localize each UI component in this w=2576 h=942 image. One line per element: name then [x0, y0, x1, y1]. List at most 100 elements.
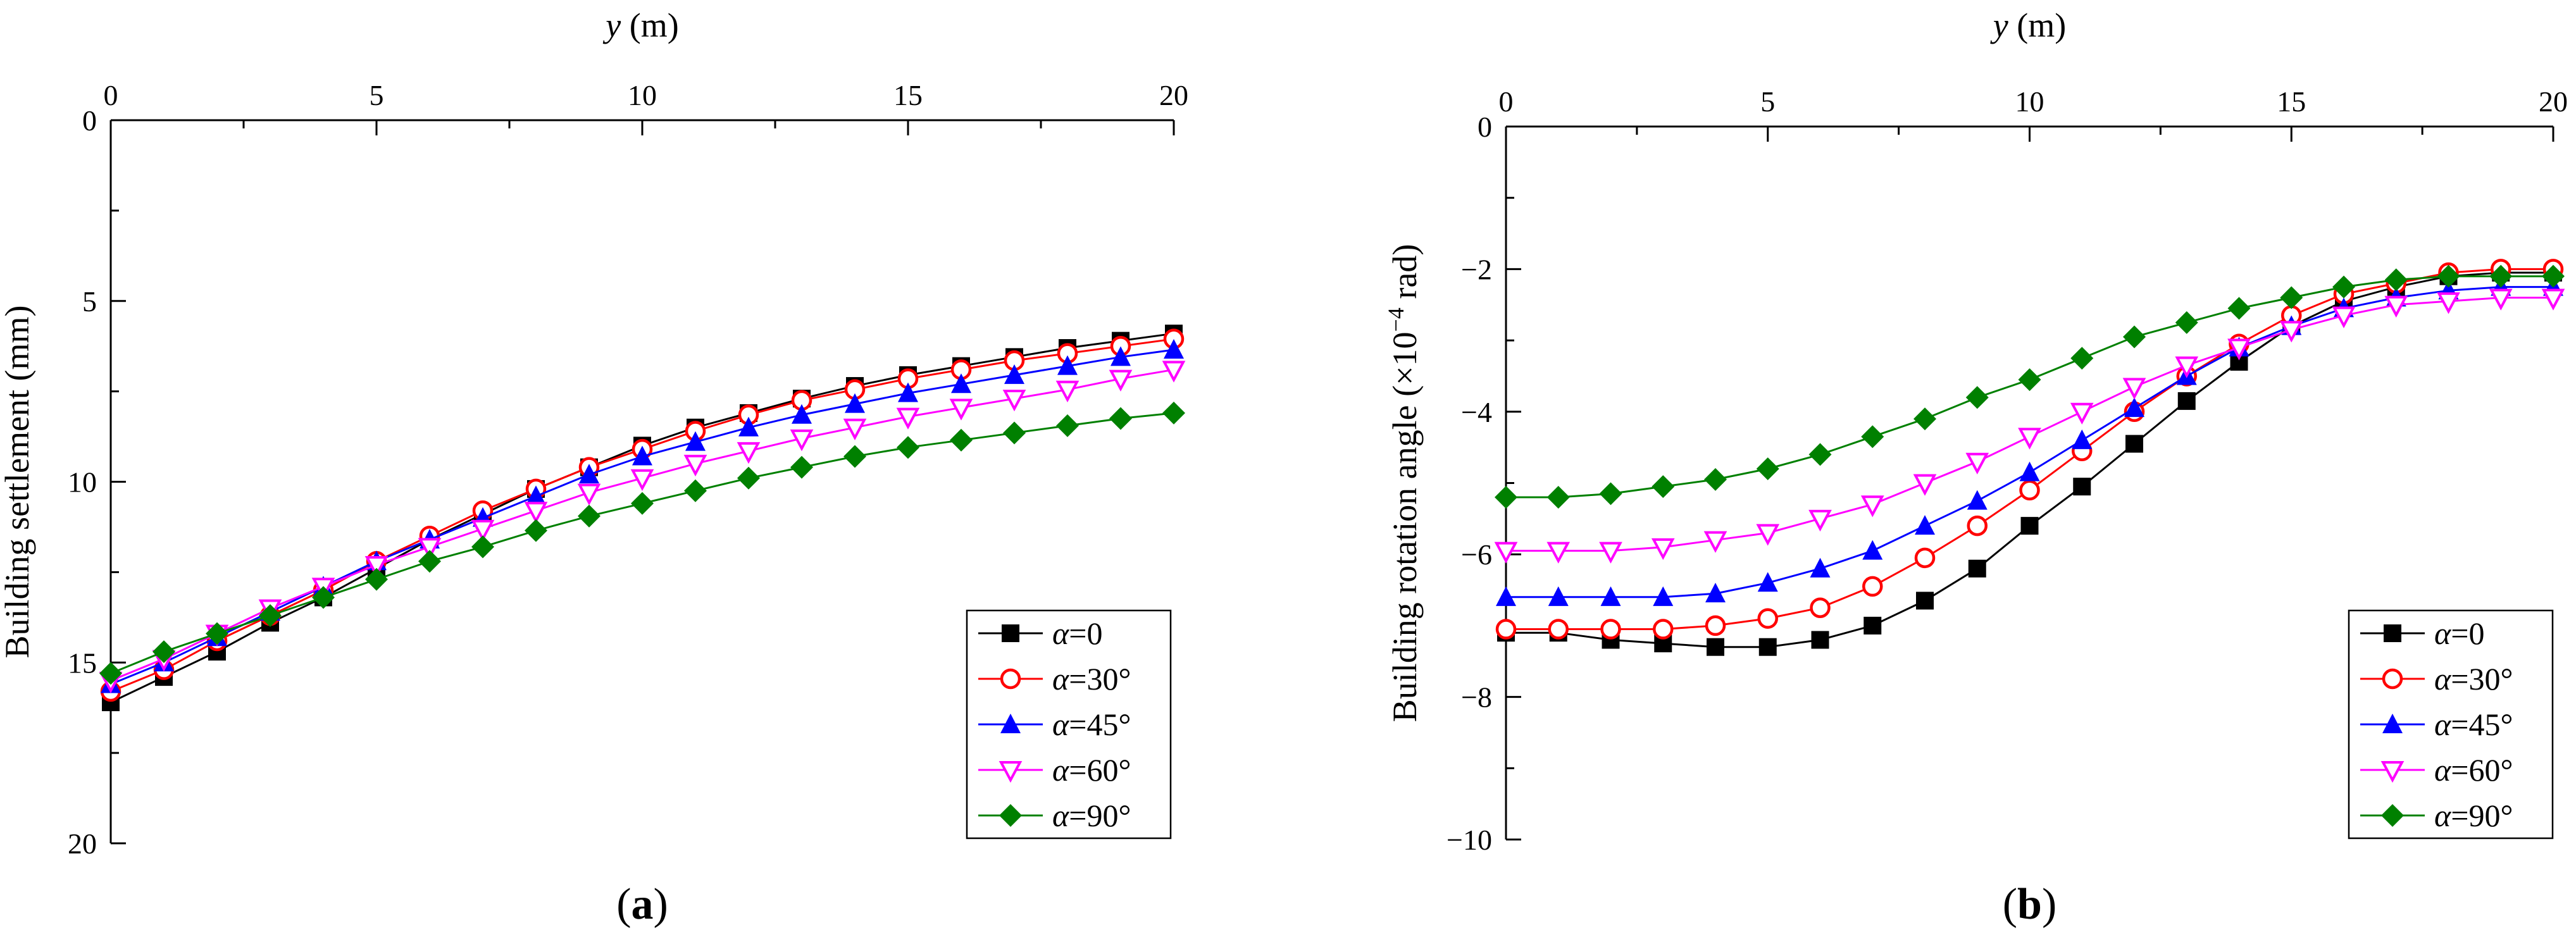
data-point [1004, 364, 1024, 384]
data-point [1913, 474, 1937, 496]
legend-marker [999, 804, 1022, 827]
x-axis-title-unit: (m) [621, 6, 678, 44]
data-point [1495, 619, 1517, 640]
data-point [1756, 457, 1779, 480]
x-tick-label: 5 [370, 79, 384, 111]
series-4 [1495, 264, 2565, 509]
data-point [1913, 407, 1936, 431]
panel-label: (a) [616, 880, 668, 929]
data-point [951, 373, 971, 394]
data-point [2227, 297, 2251, 320]
data-point [418, 550, 441, 573]
data-point [2332, 275, 2355, 299]
data-point [1811, 631, 1829, 649]
data-point [577, 483, 601, 505]
data-point [1109, 369, 1133, 392]
data-point [1600, 586, 1621, 606]
y-axis-title: Building settlement (mm) [0, 306, 36, 659]
y-tick-label: 0 [1478, 111, 1492, 143]
y-tick-label: −4 [1461, 396, 1492, 428]
data-point [1757, 608, 1778, 629]
data-point [2437, 264, 2460, 288]
data-point [1109, 407, 1132, 430]
data-point [2070, 402, 2094, 425]
chart-panel-a: 0 5 10 15 20 0 5 10 15 20 y (m) Building settlement… [0, 6, 1188, 929]
data-point [1703, 531, 1727, 553]
data-point [1055, 380, 1080, 403]
x-tick-label: 15 [893, 79, 923, 111]
y-tick-label: 0 [82, 104, 97, 137]
data-point [1967, 515, 1988, 536]
x-axis-title: y (m) [1990, 6, 2066, 44]
data-point [1546, 486, 1570, 509]
y-tick-label: 15 [68, 647, 97, 679]
legend-marker [2380, 761, 2405, 783]
data-point [2489, 288, 2513, 311]
data-point [99, 662, 122, 685]
data-point [418, 538, 442, 560]
data-point [843, 418, 867, 441]
legend-label: α=0 [2434, 616, 2484, 651]
data-point [790, 429, 814, 452]
data-point [1599, 542, 1622, 564]
legend-label: α=60° [1052, 752, 1131, 788]
data-point [1057, 355, 1078, 375]
data-point [2073, 478, 2091, 496]
data-point [579, 464, 599, 484]
data-point [471, 535, 494, 559]
data-point [1705, 615, 1726, 636]
y-tick-label: 10 [68, 466, 97, 499]
data-point [259, 604, 282, 627]
data-point [2332, 306, 2356, 328]
legend-marker [999, 761, 1023, 783]
series-line [1506, 297, 2553, 552]
data-point [365, 567, 388, 591]
data-point [630, 469, 654, 492]
y-tick-label: 20 [68, 827, 97, 860]
x-tick-label: 0 [104, 79, 118, 111]
chart-panel-b: 0 5 10 15 20 0 −2 −4 −6 −8 −10 y (m) Building rotati… [1383, 6, 2568, 929]
data-point [1162, 361, 1186, 383]
data-point [2541, 288, 2565, 311]
legend-marker [2382, 668, 2403, 690]
legend-label: α=45° [2434, 707, 2513, 742]
x-tick-label: 20 [2539, 85, 2568, 118]
legend-marker [2384, 624, 2401, 642]
data-point [2279, 321, 2303, 343]
data-point [206, 622, 228, 645]
data-point [683, 454, 707, 477]
legend-label: α=30° [1052, 661, 1131, 697]
data-point [738, 416, 759, 437]
data-point [1056, 414, 1079, 437]
data-point [949, 399, 973, 421]
x-tick-label: 20 [1159, 79, 1188, 111]
series-4 [99, 401, 1185, 685]
data-point [1965, 386, 1989, 409]
data-point [2384, 268, 2408, 292]
data-point [1652, 475, 1675, 499]
data-point [312, 586, 335, 609]
data-point [152, 640, 175, 664]
data-point [631, 492, 654, 515]
data-point [1548, 619, 1569, 640]
legend-box [966, 609, 1172, 840]
data-point [737, 466, 760, 490]
data-point [1164, 338, 1184, 359]
data-point [2227, 338, 2251, 361]
x-axis-title: y (m) [602, 6, 678, 44]
legend: α=0 α=30° α=45° α=60° α=90° [966, 609, 1172, 840]
data-point [364, 555, 389, 578]
legend-label: α=45° [1052, 707, 1131, 742]
data-point [1915, 515, 1935, 535]
y-tick-label: −6 [1461, 538, 1492, 571]
data-point [897, 436, 919, 459]
data-point [1864, 616, 1882, 635]
data-point [525, 519, 547, 542]
legend-marker [1002, 624, 1019, 642]
data-point [2175, 311, 2198, 334]
data-point [1002, 390, 1026, 412]
data-point [1705, 583, 1726, 603]
data-point [1111, 346, 1131, 366]
data-point [2019, 461, 2040, 481]
